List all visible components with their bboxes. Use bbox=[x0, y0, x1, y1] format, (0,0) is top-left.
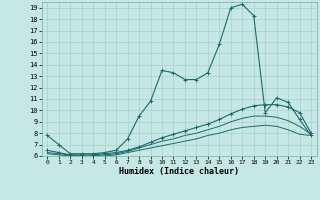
X-axis label: Humidex (Indice chaleur): Humidex (Indice chaleur) bbox=[119, 167, 239, 176]
